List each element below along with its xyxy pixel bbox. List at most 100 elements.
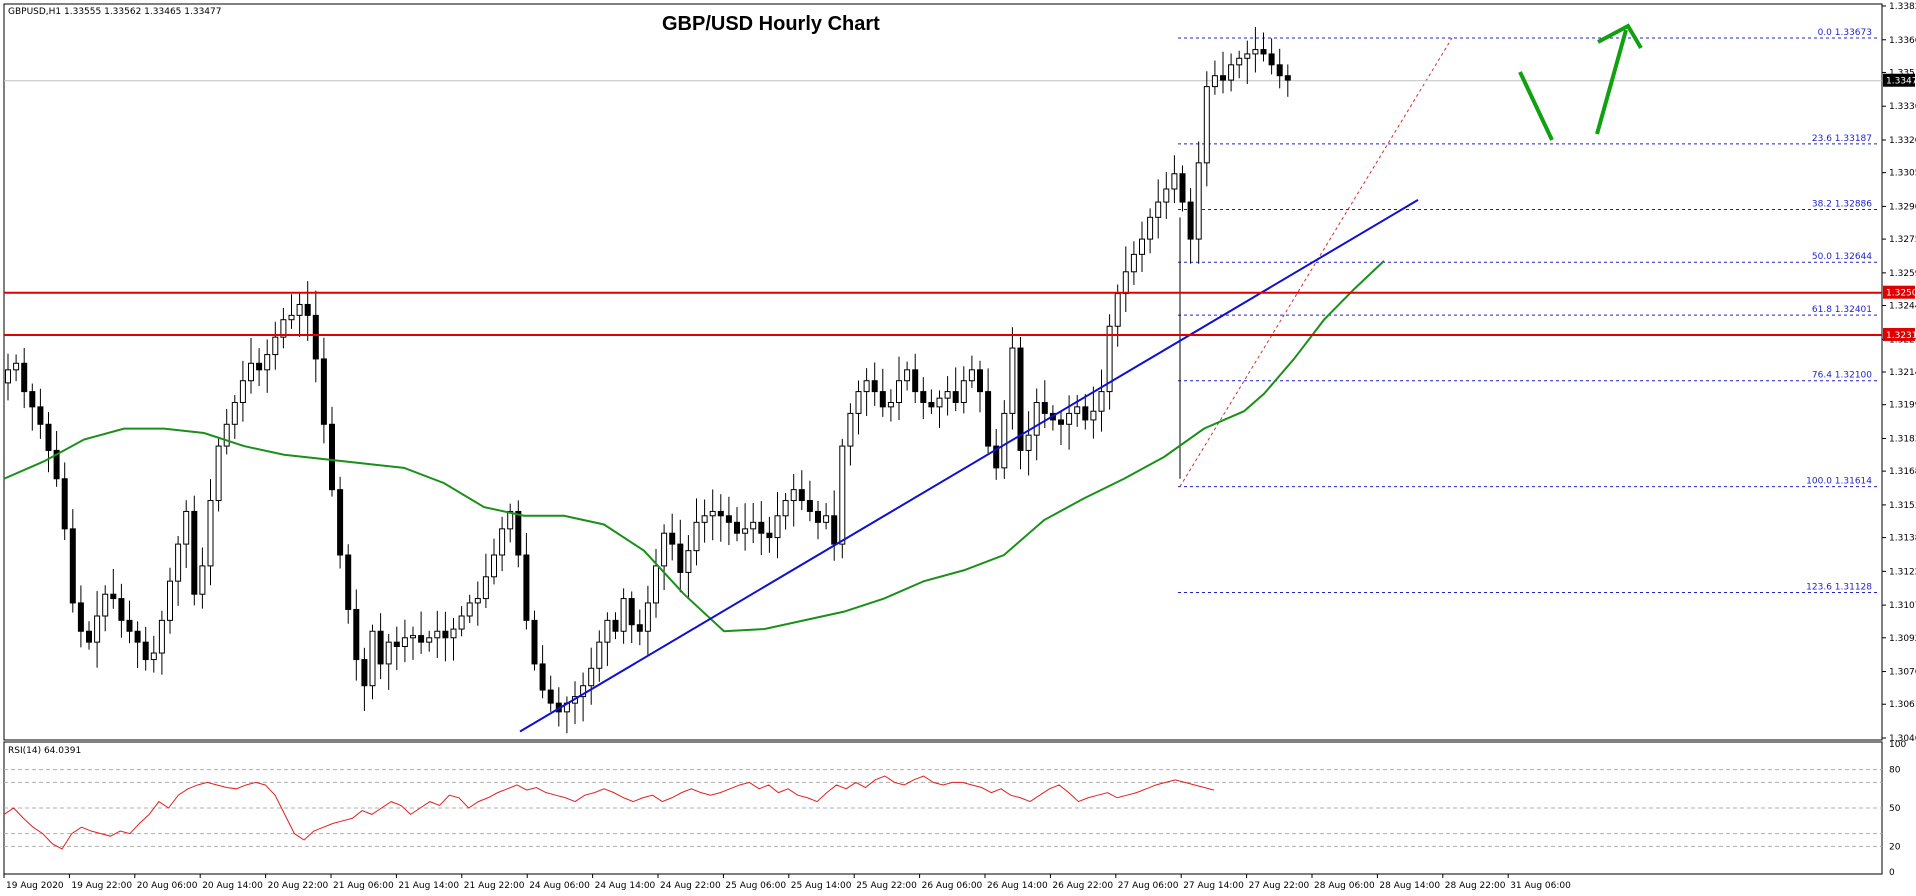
rsi-tick-label: 20 [1889, 842, 1901, 852]
candle-bull [620, 598, 627, 632]
candle-bear [734, 521, 740, 534]
candle [653, 549, 659, 618]
candle [118, 583, 125, 638]
candle [442, 611, 449, 662]
candle-bull [968, 369, 975, 382]
up-leg [1595, 29, 1628, 135]
candle-bull [709, 510, 716, 517]
candle [1260, 32, 1267, 62]
forecast-arrows [1518, 23, 1643, 141]
candle [466, 594, 473, 623]
candle-bear [1017, 347, 1024, 451]
candle-bear [118, 598, 125, 621]
time-tick-label: 24 Aug 06:00 [529, 881, 590, 891]
candle [839, 438, 846, 559]
time-tick-label: 31 Aug 06:00 [1510, 881, 1571, 891]
candle [644, 585, 651, 656]
candle-bear [977, 369, 983, 393]
candle-bull [450, 628, 457, 639]
candle-bear [353, 608, 360, 661]
candle-bear [110, 593, 117, 600]
candle [604, 612, 611, 666]
candle-bull [482, 576, 489, 600]
candle-bull [742, 528, 749, 534]
candle [701, 499, 708, 543]
candle-bear [329, 423, 335, 491]
candle-bull [280, 319, 287, 338]
time-tick-label: 27 Aug 14:00 [1183, 881, 1244, 891]
candle-bull [596, 641, 603, 669]
candle-bull [1122, 271, 1129, 295]
candle-bear [393, 641, 400, 648]
candle [215, 436, 222, 512]
candle-bull [685, 550, 692, 573]
price-tick-label: 1.31070 [1889, 601, 1916, 611]
candle [458, 606, 465, 637]
price-tick-label: 1.32750 [1889, 235, 1916, 245]
candle [596, 630, 603, 682]
candle-bull [183, 510, 190, 545]
candle-bear [345, 554, 352, 610]
candle [1228, 53, 1235, 92]
candle-bull [782, 500, 789, 517]
candle-bull [1195, 162, 1202, 240]
candle-bull [474, 598, 481, 604]
candle [952, 367, 959, 412]
candle [515, 500, 522, 568]
candle [507, 503, 514, 543]
candle-bull [231, 402, 238, 425]
candle [725, 496, 732, 546]
candle [742, 503, 749, 551]
candle [401, 619, 408, 663]
candle-bull [904, 369, 911, 382]
resistance-levels: 1.32504 1.32310 [4, 285, 1916, 341]
candle [1009, 327, 1016, 430]
candle-bear [1260, 49, 1267, 55]
candle-bull [823, 515, 830, 523]
candle-bear [1276, 64, 1283, 77]
candle-bull [1171, 173, 1178, 190]
candle-bear [337, 489, 344, 556]
candle-bull [1114, 293, 1121, 327]
fib-label: 50.0 1.32644 [1812, 252, 1872, 262]
candle-bear [879, 391, 886, 408]
candle-bull [1098, 391, 1105, 412]
candle [207, 479, 214, 586]
candle-bear [920, 391, 927, 404]
candle-bull [1203, 86, 1210, 164]
time-axis: 19 Aug 2020 19 Aug 22:00 20 Aug 06:00 20 Au… [3, 874, 1571, 891]
candle-bull [653, 565, 659, 604]
candle-bear [1058, 419, 1064, 425]
price-tick-label: 1.32900 [1889, 202, 1916, 212]
candle-bear [1187, 201, 1194, 240]
candle-bull [167, 580, 173, 621]
fib-label: 123.6 1.31128 [1806, 582, 1872, 592]
candle-bull [199, 565, 206, 595]
candle-bear [531, 619, 538, 665]
candle [960, 366, 967, 414]
candle-bull [1066, 412, 1073, 425]
candle [1179, 165, 1186, 212]
candle [426, 630, 433, 652]
time-tick-label: 25 Aug 22:00 [856, 881, 917, 891]
candle [175, 536, 182, 606]
candle [1025, 411, 1032, 476]
fib-label: 76.4 1.32100 [1812, 371, 1872, 381]
candle [1163, 172, 1170, 219]
candle-bull [1147, 216, 1154, 240]
candle [863, 368, 870, 416]
candle [1171, 155, 1178, 204]
candle-bull [693, 521, 700, 552]
candle [5, 353, 11, 401]
level-tag [1883, 285, 1915, 299]
candle-bear [53, 449, 60, 480]
candle [1058, 410, 1064, 446]
candle-bear [361, 659, 368, 687]
candle-bear [547, 689, 554, 704]
candle [13, 354, 20, 382]
candle-bull [1074, 406, 1081, 414]
price-tick-label: 1.33665 [1889, 36, 1916, 46]
candle [1033, 388, 1040, 461]
candle-bear [21, 362, 28, 393]
